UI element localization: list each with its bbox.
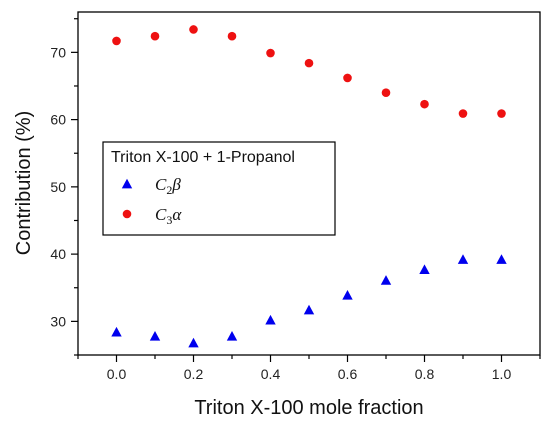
x-tick-label: 0.8 [415,366,435,382]
data-point [303,304,315,315]
series-2 [112,25,506,118]
data-point [188,337,199,348]
data-point [189,25,198,34]
data-point [496,254,507,264]
legend-marker [121,178,133,189]
data-point [226,330,238,341]
axis-ticks [71,18,541,362]
y-tick-label: 40 [50,246,66,262]
data-point [343,73,352,83]
data-point [381,88,391,98]
legend-label: C3α [155,205,182,227]
y-tick-label: 70 [50,44,66,60]
legend-label: C2β [155,175,181,197]
data-point [457,254,469,264]
legend-box [102,141,336,236]
y-tick-label: 30 [50,313,66,329]
data-point [380,275,392,285]
data-point [497,109,506,118]
x-tick-label: 0.0 [107,366,127,382]
data-point [111,326,122,337]
data-point [419,264,430,275]
data-points [111,25,507,348]
y-tick-label: 50 [50,179,66,195]
legend: Triton X-100 + 1-Propanol C2β C3α [102,141,336,236]
data-point [227,31,237,41]
axis-tick-labels: 0.0 0.2 0.4 0.6 0.8 1.0 30 40 50 60 70 [50,44,511,382]
legend-title: Triton X-100 + 1-Propanol [111,149,295,166]
data-point [265,314,276,325]
data-point [150,31,160,41]
x-axis-label: Triton X-100 mole fraction [194,397,423,419]
data-point [342,289,353,300]
x-tick-label: 0.2 [184,366,204,382]
y-tick-label: 60 [50,112,66,128]
legend-marker [122,209,132,219]
series-1 [111,254,507,348]
y-axis-label: Contribution (%) [13,111,35,256]
x-tick-label: 1.0 [492,366,512,382]
data-point [458,109,468,118]
data-point [420,99,429,109]
x-tick-label: 0.6 [338,366,358,382]
x-tick-label: 0.4 [261,366,281,382]
data-point [304,58,314,68]
data-point [149,330,161,341]
data-point [112,36,121,46]
data-point [266,48,275,58]
